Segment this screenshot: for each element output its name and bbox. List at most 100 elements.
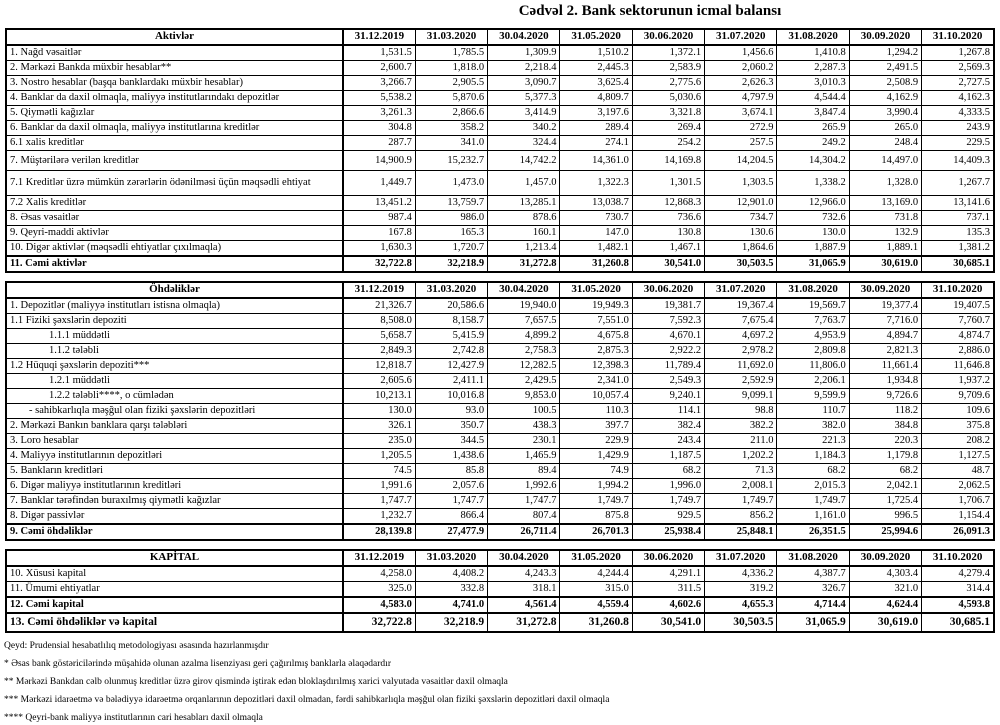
table-row: 1.1.1 müddətli 5,658.7 5,415.9 4,899.2 4,675… <box>5 328 995 344</box>
row-label: 1.2 Hüquqi şəxslərin depoziti*** <box>5 358 344 374</box>
table-row: 7.1 Kreditlər üzrə mümkün zərərlərin ödə… <box>5 170 995 196</box>
cell-value: 340.2 <box>487 120 561 136</box>
cell-value: 4,279.4 <box>921 565 995 582</box>
cell-value: 5,870.6 <box>414 90 489 106</box>
cell-value: 2,429.5 <box>487 373 561 389</box>
cell-value: 1,381.2 <box>921 240 995 257</box>
cell-value: 737.1 <box>921 210 995 226</box>
cell-value: 243.9 <box>921 120 995 136</box>
cell-value: 3,261.3 <box>342 105 416 121</box>
cell-value: 12,818.7 <box>342 358 416 374</box>
cell-value: 732.6 <box>776 210 850 226</box>
cell-value: 31,260.8 <box>559 255 633 273</box>
cell-value: 1,213.4 <box>487 240 561 257</box>
cell-value: 4,336.2 <box>704 565 778 582</box>
cell-value: 10,213.1 <box>342 388 416 404</box>
cell-value: 21,326.7 <box>342 297 416 314</box>
cell-value: 25,994.6 <box>848 523 923 541</box>
table-row: 1. Nağd vəsaitlər 1,531.5 1,785.5 1,309.9 1,… <box>5 44 995 61</box>
cell-value: 31,272.8 <box>487 612 561 633</box>
cell-value: 19,377.4 <box>848 297 923 314</box>
cell-value: 1,749.7 <box>776 493 850 509</box>
cell-value: 30,503.5 <box>704 612 778 633</box>
column-header: 30.09.2020 <box>848 549 923 567</box>
cell-value: 11,789.4 <box>631 358 706 374</box>
footnote-2: ** Mərkəzi Bankdan cəlb olunmuş kreditlə… <box>4 676 508 687</box>
table-row: 1.2.2 tələbli****, o cümlədən 10,213.1 10,… <box>5 388 995 404</box>
cell-value: 5,415.9 <box>414 328 489 344</box>
section-header: Aktivlər <box>5 28 344 46</box>
cell-value: 324.4 <box>487 135 561 151</box>
cell-value: 375.8 <box>921 418 995 434</box>
cell-value: 110.3 <box>559 403 633 419</box>
column-header: 31.07.2020 <box>704 28 778 46</box>
cell-value: 2,549.3 <box>631 373 706 389</box>
cell-value: 2,727.5 <box>921 75 995 91</box>
cell-value: 28,139.8 <box>342 523 416 541</box>
column-header: 31.03.2020 <box>414 549 489 567</box>
cell-value: 318.1 <box>487 581 561 598</box>
cell-value: 1,457.0 <box>487 170 561 196</box>
cell-value: 31,065.9 <box>776 255 850 273</box>
cell-value: 230.1 <box>487 433 561 449</box>
cell-value: 4,333.5 <box>921 105 995 121</box>
cell-value: 5,658.7 <box>342 328 416 344</box>
row-label: 1. Depozitlər (maliyyə institutları isti… <box>5 297 344 314</box>
cell-value: 1,749.7 <box>559 493 633 509</box>
cell-value: 2,626.3 <box>704 75 778 91</box>
cell-value: 32,722.8 <box>342 255 416 273</box>
cell-value: 3,010.3 <box>776 75 850 91</box>
cell-value: 132.9 <box>848 225 923 241</box>
cell-value: 2,206.1 <box>776 373 850 389</box>
cell-value: 13,451.2 <box>342 195 416 211</box>
cell-value: 2,592.9 <box>704 373 778 389</box>
cell-value: 1,749.7 <box>631 493 706 509</box>
cell-value: 397.7 <box>559 418 633 434</box>
cell-value: 1,749.7 <box>704 493 778 509</box>
table-row: 2. Mərkəzi Bankda müxbir hesablar** 2,600… <box>5 60 995 76</box>
cell-value: 2,742.8 <box>414 343 489 359</box>
row-label: 7. Müştərilərə verilən kreditlər <box>5 150 344 171</box>
cell-value: 265.9 <box>776 120 850 136</box>
cell-value: 2,341.0 <box>559 373 633 389</box>
capital-table: KAPİTAL 31.12.2019 31.03.2020 30.04.2020 31.… <box>5 549 995 633</box>
row-label: 5. Bankların kreditləri <box>5 463 344 479</box>
table-row: 10. Xüsusi kapital 4,258.0 4,408.2 4,243.3 4… <box>5 565 995 582</box>
cell-value: 1,937.2 <box>921 373 995 389</box>
cell-value: 1,994.2 <box>559 478 633 494</box>
row-label: 1. Nağd vəsaitlər <box>5 44 344 61</box>
row-label: 1.1.1 müddətli <box>5 328 344 344</box>
cell-value: 289.4 <box>559 120 633 136</box>
cell-value: 26,091.3 <box>921 523 995 541</box>
cell-value: 93.0 <box>414 403 489 419</box>
cell-value: 384.8 <box>848 418 923 434</box>
cell-value: 311.5 <box>631 581 706 598</box>
table-row: 11. Cəmi aktivlər 32,722.8 32,218.9 31,272.… <box>5 255 995 273</box>
column-header: 31.12.2019 <box>342 281 416 299</box>
cell-value: 1,309.9 <box>487 44 561 61</box>
cell-value: 2,583.9 <box>631 60 706 76</box>
cell-value: 9,599.9 <box>776 388 850 404</box>
cell-value: 2,905.5 <box>414 75 489 91</box>
column-header: 31.05.2020 <box>559 28 633 46</box>
cell-value: 2,605.6 <box>342 373 416 389</box>
cell-value: 11,692.0 <box>704 358 778 374</box>
cell-value: 20,586.6 <box>414 297 489 314</box>
cell-value: 4,583.0 <box>342 596 416 614</box>
cell-value: 1,889.1 <box>848 240 923 257</box>
cell-value: 2,042.1 <box>848 478 923 494</box>
cell-value: 1,449.7 <box>342 170 416 196</box>
cell-value: 19,569.7 <box>776 297 850 314</box>
row-label: 7. Banklar tərəfindən buraxılmış qiymətl… <box>5 493 344 509</box>
cell-value: 2,508.9 <box>848 75 923 91</box>
cell-value: 12,901.0 <box>704 195 778 211</box>
cell-value: 14,204.5 <box>704 150 778 171</box>
cell-value: 11,661.4 <box>848 358 923 374</box>
cell-value: 7,760.7 <box>921 313 995 329</box>
column-header: 31.08.2020 <box>776 281 850 299</box>
cell-value: 211.0 <box>704 433 778 449</box>
cell-value: 1,429.9 <box>559 448 633 464</box>
row-label: 4. Banklar da daxil olmaqla, maliyyə ins… <box>5 90 344 106</box>
table-row: - sahibkarlıqla məşğul olan fiziki şəxsl… <box>5 403 995 419</box>
cell-value: 1,328.0 <box>848 170 923 196</box>
